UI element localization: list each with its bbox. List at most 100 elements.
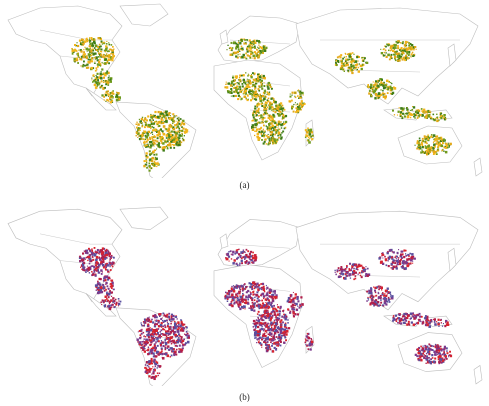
vegetation-pixel: [283, 333, 285, 335]
vegetation-pixel: [273, 304, 275, 307]
vegetation-pixel: [109, 285, 112, 288]
vegetation-pixel: [277, 345, 279, 347]
vegetation-pixel: [258, 90, 261, 92]
vegetation-pixel: [96, 252, 98, 255]
vegetation-pixel: [149, 343, 152, 347]
vegetation-pixel: [98, 60, 101, 64]
vegetation-pixel: [248, 80, 251, 83]
vegetation-pixel: [236, 264, 239, 267]
vegetation-pixel: [180, 336, 183, 339]
vegetation-pixel: [149, 143, 151, 145]
vegetation-pixel: [179, 335, 182, 338]
vegetation-pixel: [152, 355, 155, 358]
vegetation-pixel: [354, 271, 357, 274]
vegetation-pixel: [172, 122, 174, 125]
vegetation-pixel: [445, 347, 448, 350]
vegetation-pixel: [155, 361, 159, 364]
vegetation-pixel: [83, 257, 86, 260]
vegetation-pixel: [354, 264, 357, 267]
vegetation-pixel: [170, 136, 174, 140]
vegetation-pixel: [180, 141, 183, 144]
vegetation-pixel: [263, 134, 266, 137]
vegetation-pixel: [258, 128, 261, 131]
vegetation-pixel: [388, 49, 390, 52]
vegetation-pixel: [370, 93, 372, 96]
vegetation-pixel: [88, 254, 91, 257]
vegetation-pixel: [407, 110, 409, 112]
vegetation-pixel: [259, 49, 262, 53]
vegetation-pixel: [253, 303, 255, 305]
vegetation-pixel: [280, 107, 282, 109]
vegetation-pixel: [235, 249, 238, 252]
vegetation-pixel: [339, 276, 341, 278]
vegetation-pixel: [158, 142, 160, 145]
vegetation-pixel: [165, 145, 168, 148]
vegetation-pixel: [351, 52, 354, 54]
vegetation-pixel: [303, 103, 306, 105]
vegetation-pixel: [94, 274, 97, 277]
vegetation-pixel: [158, 334, 161, 337]
vegetation-pixel: [251, 44, 254, 46]
vegetation-pixel: [307, 348, 310, 351]
vegetation-pixel: [106, 269, 109, 271]
vegetation-pixel: [278, 103, 281, 106]
vegetation-pixel: [409, 252, 411, 255]
vegetation-pixel: [165, 134, 169, 137]
vegetation-pixel: [181, 344, 184, 347]
vegetation-pixel: [390, 262, 393, 266]
vegetation-pixel: [437, 358, 440, 361]
vegetation-pixel: [263, 325, 266, 327]
vegetation-pixel: [90, 265, 93, 267]
vegetation-pixel: [106, 249, 109, 252]
vegetation-pixel: [296, 313, 299, 316]
vegetation-pixel: [281, 104, 284, 107]
vegetation-pixel: [428, 349, 430, 351]
vegetation-pixel: [378, 83, 381, 86]
vegetation-pixel: [383, 296, 386, 300]
vegetation-pixel: [375, 88, 377, 90]
vegetation-pixel: [265, 299, 268, 302]
vegetation-pixel: [387, 87, 390, 89]
vegetation-pixel: [99, 282, 101, 284]
vegetation-pixel: [160, 119, 163, 121]
vegetation-pixel: [163, 114, 166, 118]
vegetation-pixel: [411, 44, 414, 47]
vegetation-pixel: [159, 111, 162, 114]
vegetation-pixel: [248, 307, 250, 309]
vegetation-pixel: [83, 40, 87, 43]
vegetation-pixel: [231, 299, 234, 302]
vegetation-pixel: [261, 130, 264, 133]
vegetation-pixel: [271, 314, 274, 317]
vegetation-pixel: [438, 349, 440, 352]
vegetation-pixel: [385, 52, 387, 54]
vegetation-pixel: [247, 73, 249, 75]
vegetation-pixel: [389, 89, 392, 92]
vegetation-pixel: [384, 49, 387, 52]
vegetation-pixel: [107, 71, 110, 75]
vegetation-pixel: [262, 99, 265, 102]
vegetation-pixel: [293, 308, 296, 311]
vegetation-pixel: [102, 54, 105, 56]
vegetation-pixel: [443, 117, 446, 120]
vegetation-pixel: [245, 92, 247, 94]
vegetation-pixel: [89, 37, 91, 39]
vegetation-pixel: [250, 306, 252, 309]
vegetation-pixel: [347, 58, 350, 61]
vegetation-pixel: [376, 94, 379, 97]
vegetation-pixel: [338, 61, 340, 63]
vegetation-pixel: [401, 257, 403, 260]
vegetation-pixel: [113, 48, 115, 50]
vegetation-pixel: [370, 83, 373, 86]
vegetation-pixel: [418, 346, 421, 350]
vegetation-pixel: [179, 142, 181, 144]
vegetation-pixel: [149, 339, 152, 342]
vegetation-pixel: [391, 267, 394, 269]
vegetation-pixel: [361, 270, 364, 273]
vegetation-pixel: [144, 117, 147, 120]
vegetation-pixel: [261, 336, 263, 339]
vegetation-pixel: [238, 285, 240, 287]
vegetation-pixel: [270, 341, 272, 344]
vegetation-pixel: [284, 325, 287, 328]
vegetation-pixel: [109, 261, 111, 264]
vegetation-pixel: [99, 278, 102, 281]
